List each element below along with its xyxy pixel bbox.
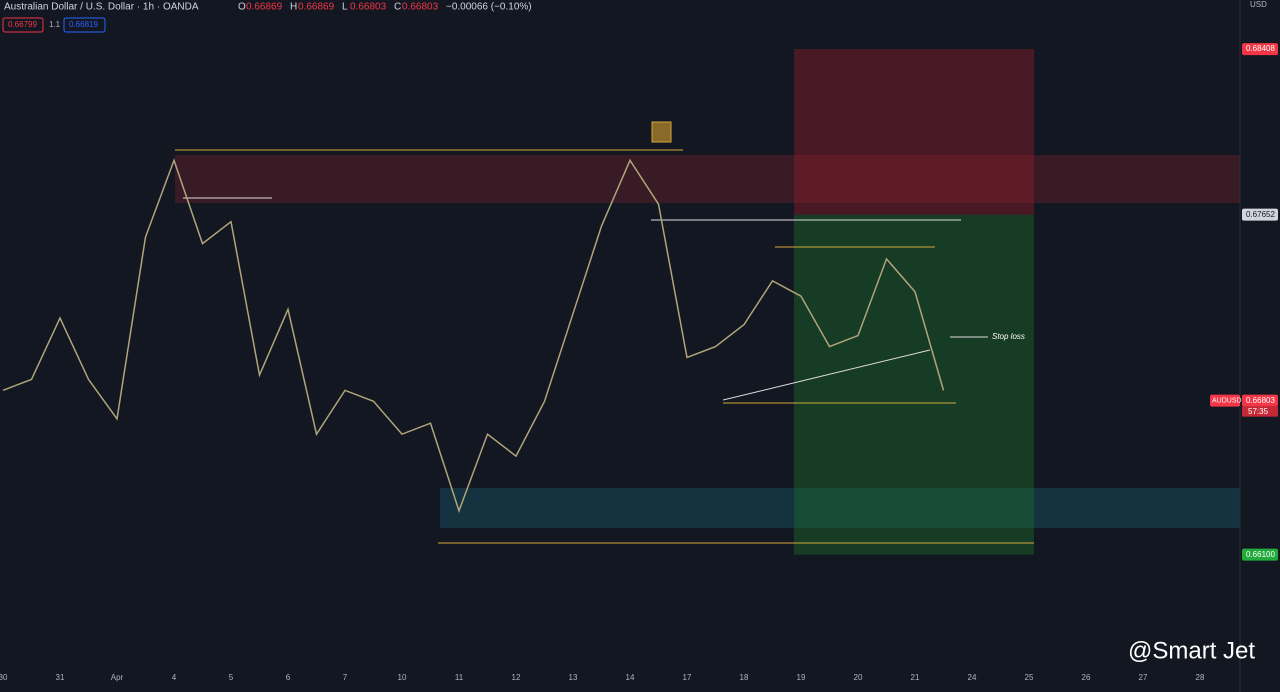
x-tick-label: 10 [398, 673, 407, 682]
sell-price[interactable]: 0.66799 [8, 20, 37, 29]
x-tick-label: 17 [683, 673, 692, 682]
x-tick-label: 20 [854, 673, 863, 682]
currency: USD [1250, 0, 1267, 9]
price-marker-label: 0.66100 [1246, 550, 1275, 559]
supply-zone [175, 155, 1240, 203]
box [651, 121, 672, 143]
price-marker [1242, 208, 1278, 221]
x-tick-label: Apr [111, 673, 124, 682]
x-tick-label: 19 [797, 673, 806, 682]
price-marker-label: 0.67652 [1246, 210, 1275, 219]
symbol-tag-label: AUDUSD [1212, 397, 1242, 404]
x-tick-label: 4 [172, 673, 177, 682]
price-axis [1240, 0, 1280, 692]
x-tick-label: 18 [740, 673, 749, 682]
spread: 1.1 [49, 20, 61, 29]
buy-button[interactable] [63, 17, 106, 33]
x-tick-label: 7 [343, 673, 348, 682]
ohlc: C [394, 2, 401, 13]
symbol: Australian Dollar / U.S. Dollar · 1h · O… [4, 2, 199, 13]
x-tick-label: 24 [968, 673, 977, 682]
x-tick-label: 25 [1025, 673, 1034, 682]
price-marker [1242, 394, 1278, 407]
x-tick-label: 27 [1139, 673, 1148, 682]
countdown: 57:35 [1248, 407, 1269, 416]
x-tick-label: 13 [569, 673, 578, 682]
x-tick-label: 26 [1082, 673, 1091, 682]
ohlc: 0.66803 [402, 2, 439, 13]
ohlc: L [342, 2, 348, 13]
demand-zone [440, 488, 1240, 528]
x-tick-label: 30 [0, 673, 8, 682]
stop-zone [794, 49, 1034, 215]
sell-button[interactable] [2, 17, 44, 33]
target-zone [794, 214, 1034, 555]
ohlc: −0.00066 (−0.10%) [446, 2, 532, 13]
x-tick-label: 11 [455, 673, 464, 682]
ohlc: 0.66869 [246, 2, 283, 13]
x-tick-label: 28 [1196, 673, 1205, 682]
ohlc: 0.66869 [298, 2, 335, 13]
ohlc: H [290, 2, 297, 13]
price-marker [1242, 548, 1278, 561]
price-marker [1242, 43, 1278, 56]
trendline [722, 349, 931, 401]
x-tick-label: 31 [56, 673, 65, 682]
x-tick-label: 14 [626, 673, 635, 682]
price-line [2, 158, 945, 514]
buy-price[interactable]: 0.66819 [69, 20, 98, 29]
x-tick-label: 5 [229, 673, 234, 682]
watermark: @Smart Jet [1128, 637, 1255, 664]
ohlc: 0.66803 [350, 2, 387, 13]
x-tick-label: 21 [911, 673, 920, 682]
x-tick-label: 6 [286, 673, 291, 682]
ohlc: O [238, 2, 246, 13]
price-marker-label: 0.66803 [1246, 396, 1275, 405]
symbol-tag [1210, 394, 1240, 407]
price-marker-label: 0.68408 [1246, 44, 1275, 53]
x-tick-label: 12 [512, 673, 521, 682]
annotation: Stop loss [992, 332, 1025, 341]
countdown-bg [1242, 406, 1278, 417]
